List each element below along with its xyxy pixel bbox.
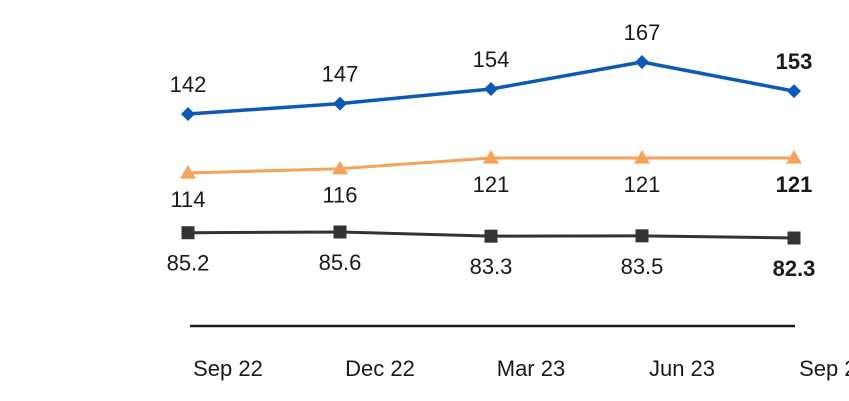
- x-tick-label: Mar 23: [497, 356, 565, 381]
- series-2-point: [634, 150, 650, 164]
- series-2-data-label: 121: [624, 172, 661, 197]
- series-2-point: [180, 165, 196, 179]
- x-axis-ticks: Sep 22 Dec 22 Mar 23 Jun 23 Sep 23: [193, 356, 849, 381]
- series-2-data-label: 121: [776, 172, 813, 197]
- series-1-point: [787, 84, 801, 99]
- series-3-data-label: 85.6: [319, 250, 362, 275]
- series-1-data-label: 167: [624, 20, 661, 45]
- series-3-data-label: 83.5: [621, 254, 664, 279]
- series-2-point: [483, 150, 499, 164]
- series-3-point: [787, 231, 801, 245]
- series-3-point: [181, 226, 195, 240]
- series-2-point: [332, 160, 348, 175]
- series-1-point: [484, 82, 498, 97]
- series-3-data-label: 85.2: [167, 251, 210, 276]
- series-3-data-label: 82.3: [773, 256, 816, 281]
- series-2-data-label: 116: [322, 183, 357, 208]
- series-1-point: [333, 96, 347, 111]
- series-1-point: [181, 107, 195, 121]
- x-tick-label: Jun 23: [649, 356, 715, 381]
- series-3-point: [635, 229, 649, 243]
- series-layer: [180, 55, 802, 245]
- data-labels-layer: 142 147 154 167 153 114 116 121 121 121 85.2 85.6 83…: [167, 20, 816, 281]
- series-1-data-label: 153: [776, 49, 813, 74]
- series-1-point: [635, 55, 649, 69]
- x-tick-label: Sep 23: [799, 356, 849, 381]
- series-3-data-label: 83.3: [470, 254, 513, 279]
- series-1-data-label: 142: [170, 72, 207, 97]
- series-2-data-label: 114: [170, 187, 205, 212]
- series-2-data-label: 121: [473, 172, 510, 197]
- x-tick-label: Sep 22: [193, 356, 263, 381]
- series-3-point: [484, 229, 498, 243]
- series-1-data-label: 147: [322, 62, 359, 87]
- series-3-point: [333, 225, 347, 239]
- series-2-point: [786, 150, 802, 164]
- series-1-data-label: 154: [473, 47, 510, 72]
- x-tick-label: Dec 22: [345, 356, 415, 381]
